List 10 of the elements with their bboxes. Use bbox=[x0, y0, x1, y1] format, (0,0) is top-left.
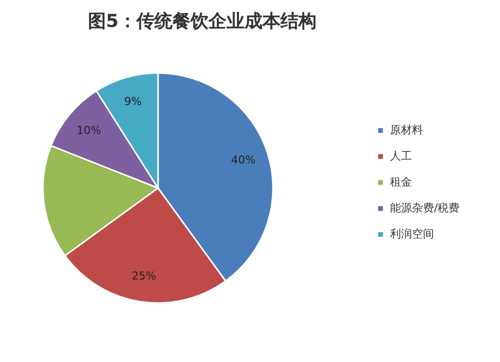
chart-title: 图5：传统餐饮企业成本结构 bbox=[88, 11, 317, 32]
legend-label: 人工 bbox=[390, 150, 412, 162]
legend-label: 利润空间 bbox=[390, 228, 434, 240]
data-label: 40% bbox=[231, 153, 256, 166]
legend-label: 原材料 bbox=[390, 124, 423, 136]
data-label: 9% bbox=[124, 94, 142, 108]
legend-label: 租金 bbox=[390, 176, 412, 188]
data-label: 25% bbox=[132, 270, 156, 283]
data-label: 10% bbox=[76, 124, 102, 137]
legend-label: 能源杂费/税费 bbox=[390, 202, 460, 214]
